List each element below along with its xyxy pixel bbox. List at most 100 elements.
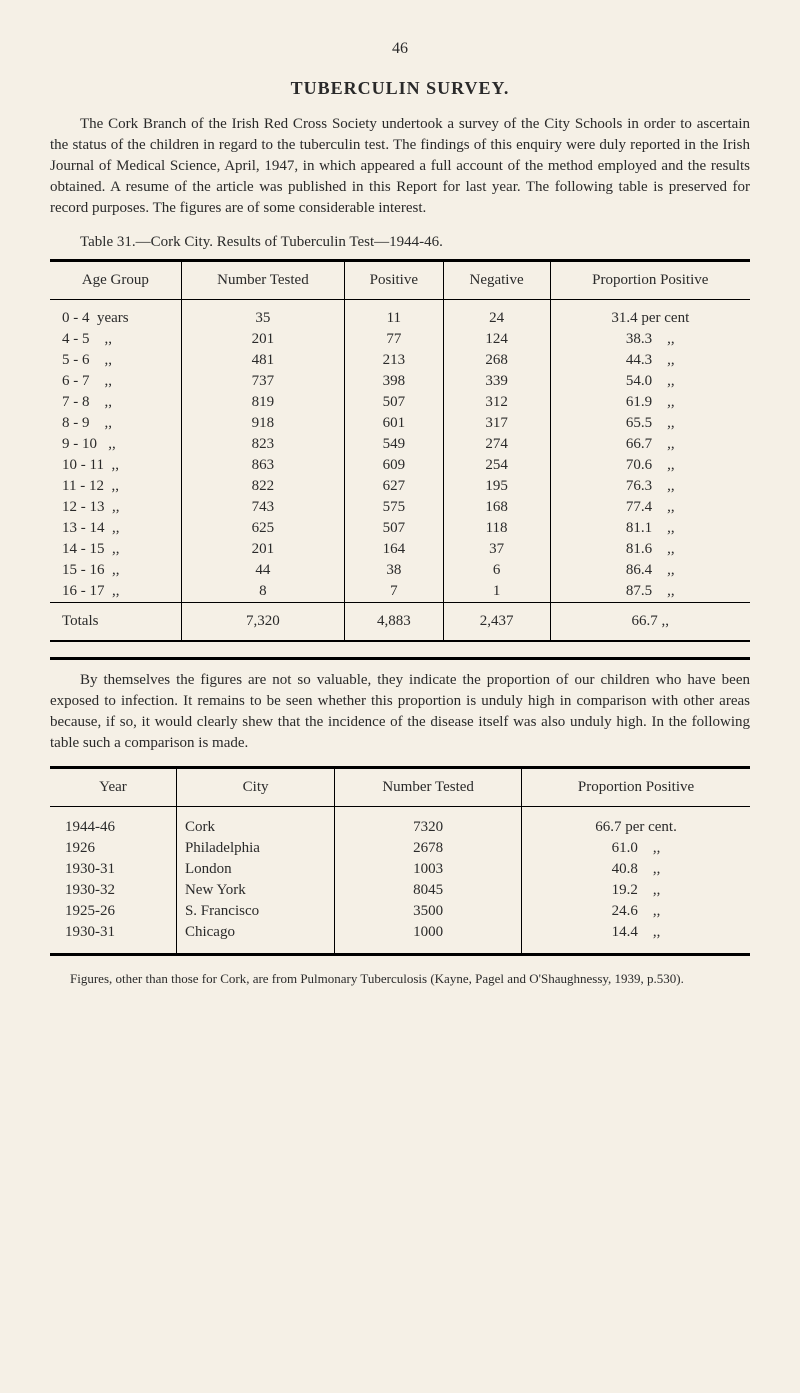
table-cell: 35 xyxy=(181,300,344,330)
table-cell: 38 xyxy=(345,560,443,581)
table-cell: 1926 xyxy=(50,838,176,859)
table-cell: 1944-46 xyxy=(50,807,176,839)
table-cell: 2678 xyxy=(335,838,522,859)
table-row: 12 - 13 ,,74357516877.4 ,, xyxy=(50,497,750,518)
table1-header-row: Age Group Number Tested Positive Negativ… xyxy=(50,261,750,300)
table-cell: 737 xyxy=(181,371,344,392)
table-row: 1944-46Cork732066.7 per cent. xyxy=(50,807,750,839)
table-cell: 918 xyxy=(181,413,344,434)
table-cell: 7 xyxy=(345,581,443,603)
table-cell: 70.6 ,, xyxy=(550,455,750,476)
table-cell: 201 xyxy=(181,329,344,350)
table1-totals-cell: 4,883 xyxy=(345,603,443,642)
table-cell: 40.8 ,, xyxy=(522,859,750,880)
table-row: 9 - 10 ,,82354927466.7 ,, xyxy=(50,434,750,455)
table-cell: 87.5 ,, xyxy=(550,581,750,603)
table-cell: 4 - 5 ,, xyxy=(50,329,181,350)
table1: Age Group Number Tested Positive Negativ… xyxy=(50,259,750,642)
table-cell: 66.7 ,, xyxy=(550,434,750,455)
table-cell: 819 xyxy=(181,392,344,413)
table1-header: Negative xyxy=(443,261,550,300)
table-cell: 609 xyxy=(345,455,443,476)
table-cell: 164 xyxy=(345,539,443,560)
table-cell: 124 xyxy=(443,329,550,350)
table-cell: 625 xyxy=(181,518,344,539)
table-row: 0 - 4 years35112431.4 per cent xyxy=(50,300,750,330)
table-cell: 575 xyxy=(345,497,443,518)
table-cell: 317 xyxy=(443,413,550,434)
middle-paragraph: By themselves the figures are not so val… xyxy=(50,670,750,754)
table-cell: 19.2 ,, xyxy=(522,880,750,901)
table1-caption: Table 31.—Cork City. Results of Tubercul… xyxy=(80,234,750,251)
table-row: 11 - 12 ,,82262719576.3 ,, xyxy=(50,476,750,497)
rule-separator xyxy=(50,657,750,660)
table1-header: Age Group xyxy=(50,261,181,300)
table-row: 1930-32New York804519.2 ,, xyxy=(50,880,750,901)
table1-totals-cell: 7,320 xyxy=(181,603,344,642)
table-cell: 507 xyxy=(345,518,443,539)
table1-totals-cell: 2,437 xyxy=(443,603,550,642)
table-cell: 37 xyxy=(443,539,550,560)
table1-header: Number Tested xyxy=(181,261,344,300)
table1-header: Proportion Positive xyxy=(550,261,750,300)
table-cell: 14 - 15 ,, xyxy=(50,539,181,560)
table-row: 14 - 15 ,,2011643781.6 ,, xyxy=(50,539,750,560)
table-cell: 65.5 ,, xyxy=(550,413,750,434)
table-cell: 822 xyxy=(181,476,344,497)
table-cell: 823 xyxy=(181,434,344,455)
table-cell: 254 xyxy=(443,455,550,476)
table-cell: 38.3 ,, xyxy=(550,329,750,350)
table-cell: 312 xyxy=(443,392,550,413)
footnote: Figures, other than those for Cork, are … xyxy=(50,971,750,987)
table-cell: 743 xyxy=(181,497,344,518)
table-cell: 86.4 ,, xyxy=(550,560,750,581)
table-cell: 118 xyxy=(443,518,550,539)
table-cell: 61.0 ,, xyxy=(522,838,750,859)
table-cell: 1930-31 xyxy=(50,922,176,955)
table-row: 16 - 17 ,,87187.5 ,, xyxy=(50,581,750,603)
table1-totals-row: Totals 7,320 4,883 2,437 66.7 ,, xyxy=(50,603,750,642)
table-cell: 7320 xyxy=(335,807,522,839)
table-cell: 11 - 12 ,, xyxy=(50,476,181,497)
table-row: 5 - 6 ,,48121326844.3 ,, xyxy=(50,350,750,371)
table-row: 8 - 9 ,,91860131765.5 ,, xyxy=(50,413,750,434)
table2-header: Year xyxy=(50,768,176,807)
table2-header: City xyxy=(176,768,334,807)
table1-totals-cell: 66.7 ,, xyxy=(550,603,750,642)
table-cell: 274 xyxy=(443,434,550,455)
table-cell: 14.4 ,, xyxy=(522,922,750,955)
table-cell: S. Francisco xyxy=(176,901,334,922)
table-cell: 12 - 13 ,, xyxy=(50,497,181,518)
table-cell: 863 xyxy=(181,455,344,476)
table-cell: London xyxy=(176,859,334,880)
page-number: 46 xyxy=(50,40,750,58)
table-cell: 13 - 14 ,, xyxy=(50,518,181,539)
table-row: 1930-31Chicago100014.4 ,, xyxy=(50,922,750,955)
table-cell: 6 xyxy=(443,560,550,581)
table-cell: 77 xyxy=(345,329,443,350)
table-cell: 5 - 6 ,, xyxy=(50,350,181,371)
table-cell: 195 xyxy=(443,476,550,497)
table-cell: 549 xyxy=(345,434,443,455)
table-cell: 1930-32 xyxy=(50,880,176,901)
table2-header-row: Year City Number Tested Proportion Posit… xyxy=(50,768,750,807)
table-cell: 481 xyxy=(181,350,344,371)
table1-header: Positive xyxy=(345,261,443,300)
intro-paragraph: The Cork Branch of the Irish Red Cross S… xyxy=(50,114,750,219)
table-cell: 9 - 10 ,, xyxy=(50,434,181,455)
table-cell: 77.4 ,, xyxy=(550,497,750,518)
table-cell: 1 xyxy=(443,581,550,603)
table-cell: 61.9 ,, xyxy=(550,392,750,413)
table-cell: 601 xyxy=(345,413,443,434)
table-cell: 1003 xyxy=(335,859,522,880)
table-row: 4 - 5 ,,2017712438.3 ,, xyxy=(50,329,750,350)
table-cell: 268 xyxy=(443,350,550,371)
table-cell: 1925-26 xyxy=(50,901,176,922)
table-cell: Chicago xyxy=(176,922,334,955)
table-cell: 339 xyxy=(443,371,550,392)
table-row: 13 - 14 ,,62550711881.1 ,, xyxy=(50,518,750,539)
table-cell: 44 xyxy=(181,560,344,581)
table-row: 10 - 11 ,,86360925470.6 ,, xyxy=(50,455,750,476)
table2-header: Proportion Positive xyxy=(522,768,750,807)
table-cell: 6 - 7 ,, xyxy=(50,371,181,392)
